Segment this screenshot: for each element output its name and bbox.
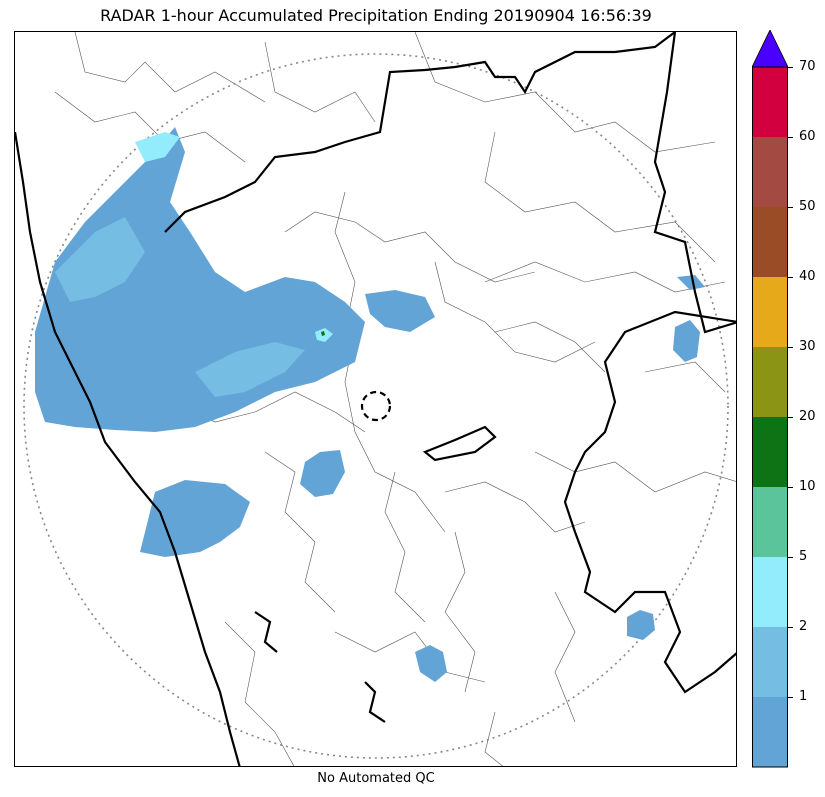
colorbar-tick bbox=[788, 347, 793, 348]
colorbar-label: 40 bbox=[799, 269, 816, 284]
colorbar-segment bbox=[752, 697, 788, 767]
district-border bbox=[254, 391, 366, 433]
state-border-inner bbox=[422, 425, 497, 462]
rain-area-central-small bbox=[300, 450, 345, 497]
colorbar bbox=[751, 29, 789, 770]
coastline bbox=[15, 131, 241, 766]
state-border-island bbox=[254, 611, 278, 653]
state-border-southeast bbox=[563, 310, 736, 694]
rain-area-southeast bbox=[627, 610, 655, 640]
district-border bbox=[74, 32, 266, 103]
colorbar-frame bbox=[752, 66, 788, 768]
district-border bbox=[264, 41, 376, 123]
district-border bbox=[414, 32, 716, 153]
colorbar-tick bbox=[788, 67, 793, 68]
district-border bbox=[284, 211, 536, 283]
colorbar-segment bbox=[752, 557, 788, 627]
radar-map[interactable] bbox=[14, 31, 737, 767]
rain-area-green-cell bbox=[321, 331, 325, 336]
district-border bbox=[484, 131, 716, 263]
state-border-north bbox=[164, 32, 676, 233]
colorbar-segment bbox=[752, 487, 788, 557]
colorbar-tick bbox=[788, 137, 793, 138]
map-title: RADAR 1-hour Accumulated Precipitation E… bbox=[100, 6, 652, 25]
rain-area-south bbox=[415, 645, 447, 682]
qc-note: No Automated QC bbox=[317, 771, 435, 786]
district-border bbox=[644, 361, 726, 393]
district-border bbox=[434, 261, 596, 363]
colorbar-label: 5 bbox=[799, 549, 808, 564]
range-ring bbox=[23, 53, 729, 759]
district-borders bbox=[54, 32, 736, 766]
colorbar-label: 30 bbox=[799, 339, 816, 354]
colorbar-label: 60 bbox=[799, 129, 816, 144]
colorbar-segment bbox=[752, 347, 788, 417]
colorbar-tick bbox=[788, 557, 793, 558]
colorbar-tick bbox=[788, 417, 793, 418]
colorbar-label: 2 bbox=[799, 619, 808, 634]
rain-area-southwest bbox=[140, 480, 250, 557]
state-borders bbox=[15, 32, 736, 766]
colorbar-label: 10 bbox=[799, 479, 816, 494]
colorbar-label: 70 bbox=[799, 59, 816, 74]
colorbar-segment bbox=[752, 67, 788, 137]
district-border bbox=[534, 451, 736, 493]
state-border-island bbox=[364, 681, 386, 723]
district-border bbox=[484, 711, 503, 766]
colorbar-tick bbox=[788, 487, 793, 488]
colorbar-label: 1 bbox=[799, 689, 808, 704]
colorbar-label: 20 bbox=[799, 409, 816, 424]
colorbar-tick bbox=[788, 697, 793, 698]
district-border bbox=[384, 471, 426, 623]
district-border bbox=[444, 531, 476, 693]
rain-area-east-north bbox=[677, 275, 705, 290]
precipitation-areas bbox=[35, 127, 705, 682]
district-border bbox=[344, 331, 446, 533]
rain-area-central-band bbox=[195, 342, 305, 397]
district-border bbox=[334, 631, 486, 683]
rain-area-east bbox=[673, 320, 700, 362]
rain-area-west-band bbox=[55, 217, 145, 302]
colorbar-tick bbox=[788, 627, 793, 628]
colorbar-tick bbox=[788, 277, 793, 278]
state-border-east bbox=[653, 32, 736, 334]
rain-area-northcentral bbox=[365, 290, 435, 332]
radar-site-marker bbox=[360, 390, 392, 422]
colorbar-tick bbox=[788, 207, 793, 208]
district-border bbox=[494, 321, 606, 373]
district-border bbox=[554, 591, 576, 723]
district-border bbox=[54, 91, 246, 163]
colorbar-segment bbox=[752, 137, 788, 207]
colorbar-segment bbox=[752, 277, 788, 347]
colorbar-label: 50 bbox=[799, 199, 816, 214]
district-border bbox=[264, 451, 336, 613]
district-border bbox=[224, 621, 295, 766]
colorbar-extend-arrow bbox=[751, 29, 789, 68]
rain-area-north-tip bbox=[135, 132, 180, 162]
district-border bbox=[444, 481, 586, 533]
district-border bbox=[484, 261, 726, 293]
colorbar-segment bbox=[752, 207, 788, 277]
colorbar-segment bbox=[752, 417, 788, 487]
colorbar-segment bbox=[752, 627, 788, 697]
